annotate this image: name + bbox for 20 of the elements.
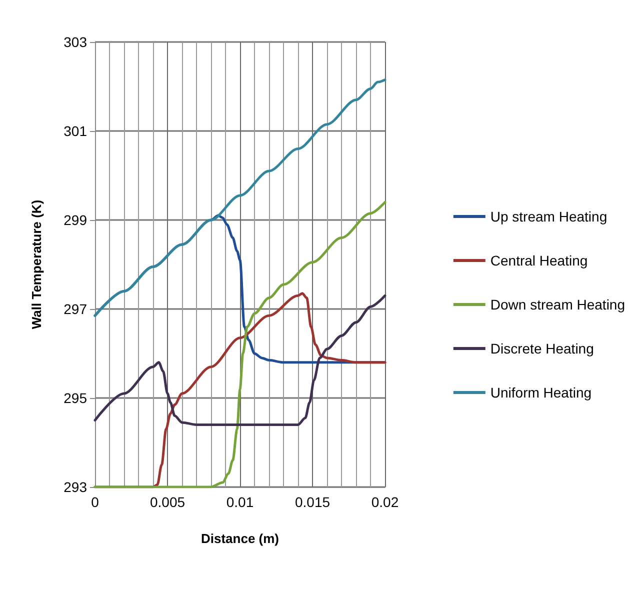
- legend-label: Uniform Heating: [490, 384, 592, 400]
- legend-label: Up stream Heating: [490, 208, 608, 224]
- y-tick-label: 297: [64, 301, 88, 317]
- legend-label: Down stream Heating: [490, 296, 626, 312]
- y-tick-label: 299: [64, 212, 88, 228]
- x-tick-label: 0: [91, 494, 100, 510]
- x-tick-label: 0.01: [226, 494, 254, 510]
- y-tick-label: 295: [64, 390, 88, 406]
- x-axis-title: Distance (m): [200, 531, 280, 546]
- x-tick-label: 0.005: [150, 494, 186, 510]
- y-axis-title: Wall Temperature (K): [29, 200, 44, 330]
- line-series: [94, 78, 386, 317]
- x-tick-label: 0.02: [371, 494, 399, 510]
- y-tick-label: 303: [64, 34, 88, 50]
- line-series: [94, 294, 386, 426]
- y-tick-label: 301: [64, 123, 88, 139]
- x-tick-label: 0.015: [294, 494, 330, 510]
- legend-label: Central Heating: [490, 252, 588, 268]
- y-tick-label: 293: [64, 479, 88, 495]
- legend-label: Discrete Heating: [490, 340, 594, 356]
